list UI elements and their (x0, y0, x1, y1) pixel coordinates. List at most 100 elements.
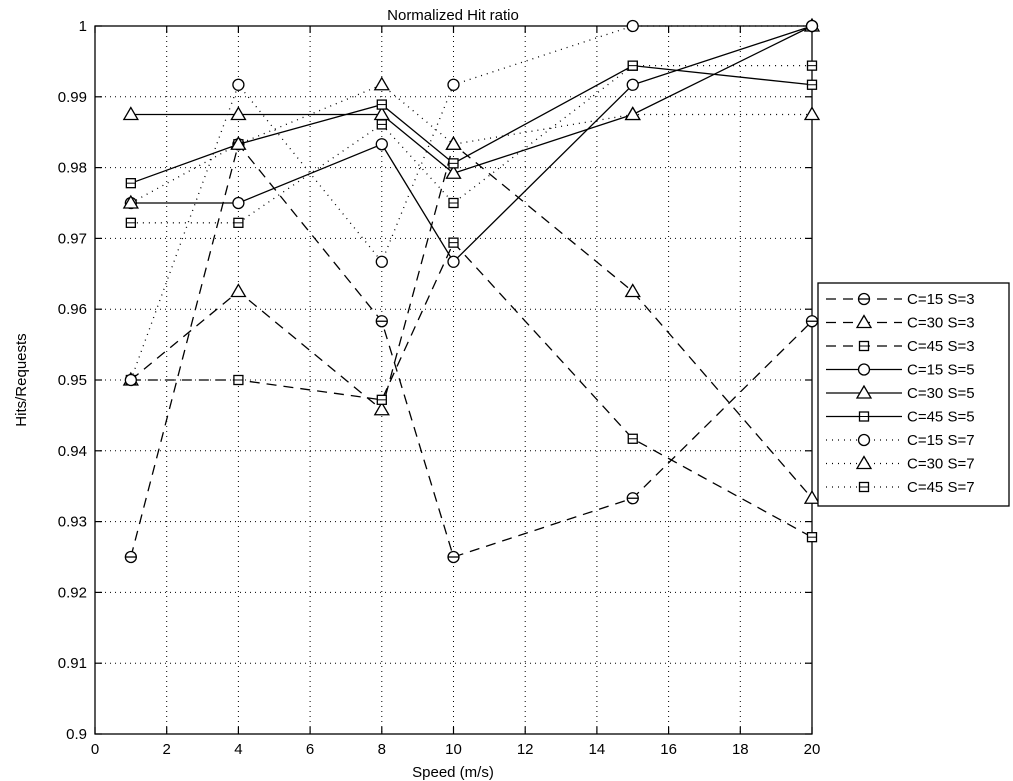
data-point (805, 19, 819, 33)
marker-triangle (122, 106, 139, 121)
data-point (445, 135, 462, 150)
legend-label: C=45 S=3 (907, 338, 975, 355)
data-point (626, 492, 639, 505)
marker-triangle (855, 384, 873, 399)
data-point (375, 315, 388, 328)
legend-item: C=30 S=3 (826, 314, 975, 332)
data-point (627, 433, 638, 444)
marker-triangle (855, 455, 873, 470)
data-point (376, 119, 387, 130)
marker-circle (375, 255, 388, 268)
data-point (233, 374, 244, 386)
chart-title: Normalized Hit ratio (387, 7, 519, 24)
legend-marker (857, 433, 871, 447)
data-point (806, 79, 818, 90)
marker-circle (626, 19, 639, 33)
legend-label: C=45 S=7 (907, 479, 975, 496)
data-point (232, 196, 245, 210)
data-point (125, 178, 136, 189)
x-tick-label: 0 (91, 741, 99, 758)
legend-marker (858, 411, 870, 422)
legend-label: C=15 S=3 (907, 291, 975, 308)
series-group (122, 17, 821, 564)
grid (95, 26, 812, 734)
x-tick-label: 16 (660, 741, 677, 758)
data-point (375, 138, 388, 151)
y-tick-label: 0.9 (66, 726, 87, 743)
data-point (803, 489, 821, 504)
marker-triangle (445, 164, 462, 179)
data-point (230, 135, 247, 150)
y-tick-label: 0.92 (58, 584, 87, 601)
legend-marker (858, 340, 870, 352)
marker-circle (626, 78, 639, 91)
data-point (233, 217, 244, 228)
data-point (124, 373, 138, 387)
series-line (130, 142, 813, 558)
y-tick-label: 0.94 (58, 443, 87, 460)
data-point (448, 158, 459, 169)
marker-circle (124, 373, 138, 387)
marker-triangle (122, 194, 139, 209)
data-point (125, 217, 136, 228)
data-point (806, 60, 818, 71)
x-tick-label: 4 (234, 741, 242, 758)
y-tick-label: 0.99 (58, 89, 87, 106)
data-point (122, 106, 139, 121)
series-6 (124, 19, 819, 387)
series-line (130, 143, 813, 499)
series-line (130, 241, 813, 538)
data-point (375, 255, 388, 268)
legend-marker (858, 481, 870, 493)
y-tick-label: 0.98 (58, 160, 87, 177)
data-point (373, 401, 390, 416)
marker-circle (857, 363, 871, 376)
legend-item: C=45 S=7 (826, 479, 975, 496)
legend-marker (855, 455, 873, 470)
y-tick-label: 0.93 (58, 514, 87, 531)
legend-marker (855, 314, 873, 329)
data-point (624, 283, 641, 298)
legend: C=15 S=3 C=30 S=3 C=45 S=3 C=15 S=5 C=30 S=5… (817, 282, 1010, 507)
marker-triangle (373, 401, 390, 416)
data-point (376, 99, 387, 110)
marker-triangle (803, 106, 821, 121)
marker-triangle (230, 135, 247, 150)
legend-item: C=15 S=3 (826, 291, 975, 308)
marker-triangle (373, 76, 390, 91)
x-tick-label: 2 (163, 741, 171, 758)
series-8 (125, 60, 818, 228)
series-line (130, 84, 812, 204)
legend-label: C=15 S=5 (907, 362, 975, 379)
legend-marker (857, 292, 871, 306)
marker-triangle (803, 489, 821, 504)
data-point (445, 164, 462, 179)
data-point (626, 19, 639, 33)
y-axis-label: Hits/Requests (13, 333, 30, 426)
legend-marker (857, 363, 871, 376)
x-tick-label: 10 (445, 741, 462, 758)
legend-label: C=15 S=7 (907, 432, 975, 449)
y-tick-label: 0.97 (58, 230, 87, 247)
marker-triangle (445, 135, 462, 150)
x-tick-label: 12 (517, 741, 534, 758)
data-point (806, 532, 818, 543)
marker-circle (232, 78, 245, 91)
data-point (448, 197, 459, 209)
series-line (130, 64, 813, 184)
data-point (626, 78, 639, 91)
legend-marker (855, 384, 873, 399)
series-7 (122, 76, 821, 209)
data-point (124, 550, 138, 564)
data-point (230, 283, 247, 298)
y-tick-label: 0.95 (58, 372, 87, 389)
marker-circle (447, 78, 460, 91)
marker-circle (447, 255, 460, 268)
data-point (627, 60, 638, 71)
legend-label: C=30 S=5 (907, 385, 975, 402)
x-axis-label: Speed (m/s) (412, 764, 494, 781)
marker-triangle (230, 106, 247, 121)
legend-label: C=30 S=7 (907, 456, 975, 473)
legend-label: C=30 S=3 (907, 315, 975, 332)
legend-item: C=30 S=7 (826, 455, 975, 473)
